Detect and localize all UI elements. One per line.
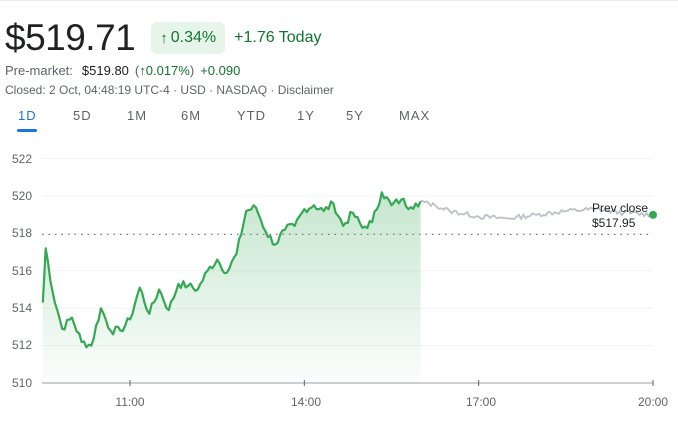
x-label-1700: 17:00 (465, 395, 497, 409)
y-label-514: 514 (12, 301, 33, 315)
price-area-fill (42, 192, 421, 383)
arrow-up-icon: ↑ (139, 63, 146, 78)
premarket-percent: (↑0.017%) (134, 63, 195, 78)
prev-close-annotation: Prev close $517.95 (592, 201, 648, 231)
x-label-2000: 20:00 (637, 395, 669, 409)
change-percent: 0.34% (170, 29, 217, 46)
tab-5d[interactable]: 5D (73, 108, 92, 123)
tab-6m[interactable]: 6M (181, 108, 202, 123)
tab-1m[interactable]: 1M (127, 108, 148, 123)
price-chart[interactable] (0, 140, 678, 422)
change-percent-badge: ↑ 0.34% (151, 22, 226, 54)
market-status-line: Closed: 2 Oct, 04:48:19 UTC-4 · USD · NA… (5, 83, 334, 97)
premarket-change: +0.090 (200, 63, 241, 78)
tab-ytd[interactable]: YTD (237, 108, 266, 123)
x-label-1100: 11:00 (115, 395, 145, 409)
change-today: +1.76 Today (234, 29, 322, 46)
price-line (41, 191, 422, 349)
y-label-512: 512 (12, 338, 33, 352)
arrow-up-icon: ↑ (160, 29, 168, 47)
premarket-label: Pre-market: (5, 63, 73, 78)
after-hours-line (420, 199, 654, 221)
x-axis-ticks (129, 380, 654, 386)
prev-close-label: Prev close (592, 201, 649, 215)
quote-header: $519.71 ↑ 0.34% +1.76 Today (5, 16, 321, 60)
top-divider (0, 0, 678, 1)
y-label-520: 520 (12, 189, 33, 203)
tab-1y[interactable]: 1Y (297, 108, 315, 123)
prev-close-value: $517.95 (592, 216, 636, 230)
y-label-518: 518 (12, 226, 33, 240)
premarket-row: Pre-market: $519.80 (↑0.017%) +0.090 (5, 63, 240, 78)
premarket-price: $519.80 (81, 63, 129, 78)
tab-5y[interactable]: 5Y (346, 108, 364, 123)
tab-max[interactable]: MAX (399, 108, 431, 123)
last-price-dot (649, 210, 657, 219)
current-price: $519.71 (5, 17, 136, 58)
y-label-516: 516 (12, 264, 33, 278)
y-label-510: 510 (12, 376, 33, 390)
y-label-522: 522 (12, 152, 33, 166)
tab-1d[interactable]: 1D (17, 108, 37, 132)
x-label-1400: 14:00 (290, 395, 322, 409)
